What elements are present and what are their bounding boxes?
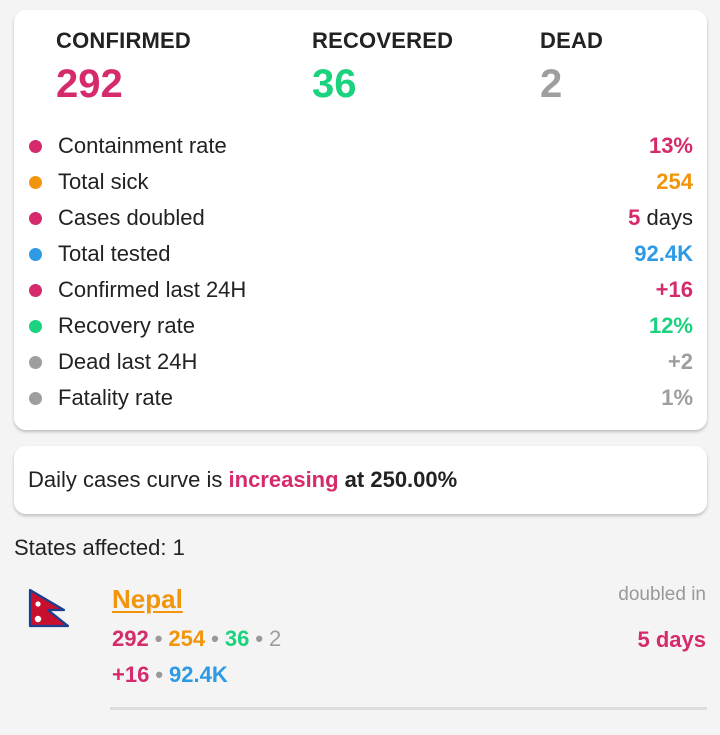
curve-trend: increasing xyxy=(228,467,339,492)
metric-label: Confirmed last 24H xyxy=(58,277,247,302)
recovered-label: RECOVERED xyxy=(312,28,454,53)
metric-row: Total sick 254 xyxy=(14,164,707,200)
metric-label: Total sick xyxy=(58,169,149,194)
metric-row: Dead last 24H +2 xyxy=(14,344,707,380)
metric-row: Total tested 92.4K xyxy=(14,236,707,272)
status-dot-icon xyxy=(29,283,42,297)
metric-value: +16 xyxy=(656,277,693,303)
metric-row: Containment rate 13% xyxy=(14,128,707,164)
metrics-list: Containment rate 13% Total sick 254 Cases do… xyxy=(14,128,707,416)
confirmed-label: CONFIRMED xyxy=(56,28,192,53)
separator-dot: • xyxy=(154,626,163,651)
metric-number: 92.4K xyxy=(634,241,693,266)
curve-summary: Daily cases curve is increasing at 250.0… xyxy=(28,467,457,493)
state-recovered: 36 xyxy=(224,626,250,651)
dead-value: 2 xyxy=(540,62,563,106)
doubled-value: 5 days xyxy=(637,627,707,652)
states-affected-label: States affected: 1 xyxy=(14,535,185,560)
confirmed-value: 292 xyxy=(56,62,123,106)
metric-label: Dead last 24H xyxy=(58,349,198,374)
metric-number: +16 xyxy=(655,277,693,302)
curve-prefix: Daily cases curve is xyxy=(28,467,229,492)
separator-dot: • xyxy=(255,626,264,651)
metric-number: 13% xyxy=(648,133,693,158)
metric-row: Recovery rate 12% xyxy=(14,308,707,344)
state-dead: 2 xyxy=(269,626,282,651)
confirmed-stat: CONFIRMED 292 xyxy=(56,28,191,107)
dead-label: DEAD xyxy=(540,28,604,53)
stats-card: CONFIRMED 292 RECOVERED 36 DEAD 2 Contai… xyxy=(14,10,707,430)
metric-value: +2 xyxy=(668,349,693,375)
metric-label: Recovery rate xyxy=(58,313,195,338)
curve-suffix: at 250.00% xyxy=(338,467,458,492)
curve-card: Daily cases curve is increasing at 250.0… xyxy=(14,446,707,514)
status-dot-icon xyxy=(29,247,42,261)
metric-number: +2 xyxy=(667,349,693,374)
divider xyxy=(110,707,707,710)
status-dot-icon xyxy=(29,175,42,189)
doubled-label: doubled in xyxy=(618,584,706,605)
metric-value: 254 xyxy=(656,169,693,195)
state-daily: +16 • 92.4K xyxy=(112,662,228,688)
metric-value: 5 days xyxy=(628,205,693,231)
metric-row: Cases doubled 5 days xyxy=(14,200,707,236)
status-dot-icon xyxy=(29,391,42,405)
status-dot-icon xyxy=(29,211,42,225)
state-tested: 92.4K xyxy=(169,662,228,687)
metric-number: 254 xyxy=(656,169,693,194)
dead-stat: DEAD 2 xyxy=(540,28,603,107)
separator-dot: • xyxy=(211,626,219,651)
metric-value: 12% xyxy=(649,313,693,339)
status-dot-icon xyxy=(29,139,42,153)
metric-label: Fatality rate xyxy=(58,385,173,410)
recovered-stat: RECOVERED 36 xyxy=(312,28,453,107)
metric-label: Cases doubled xyxy=(58,205,205,230)
state-confirmed-24h: +16 xyxy=(112,662,150,687)
metric-row: Confirmed last 24H +16 xyxy=(14,272,707,308)
metric-value: 1% xyxy=(661,385,693,411)
state-counts: 292 • 254 • 36 • 2 xyxy=(112,626,281,652)
recovered-value: 36 xyxy=(312,62,357,106)
state-row-nepal[interactable]: Nepal 292 • 254 • 36 • 2 +16 • 92.4K doubled in … xyxy=(0,580,720,715)
metric-row: Fatality rate 1% xyxy=(14,380,707,416)
metric-label: Total tested xyxy=(58,241,171,266)
status-dot-icon xyxy=(29,355,42,369)
separator-dot: • xyxy=(155,662,164,687)
state-confirmed: 292 xyxy=(112,626,149,651)
metric-number: 12% xyxy=(648,313,693,338)
metric-value: 13% xyxy=(649,133,693,159)
state-sick: 254 xyxy=(168,626,206,651)
metric-number: 5 xyxy=(628,205,641,230)
metric-unit: days xyxy=(640,205,693,230)
metric-value: 92.4K xyxy=(634,241,693,267)
state-name-link[interactable]: Nepal xyxy=(112,584,183,614)
metric-number: 1% xyxy=(661,385,693,410)
status-dot-icon xyxy=(29,319,42,333)
nepal-flag-icon xyxy=(28,588,70,628)
metric-label: Containment rate xyxy=(58,133,227,158)
